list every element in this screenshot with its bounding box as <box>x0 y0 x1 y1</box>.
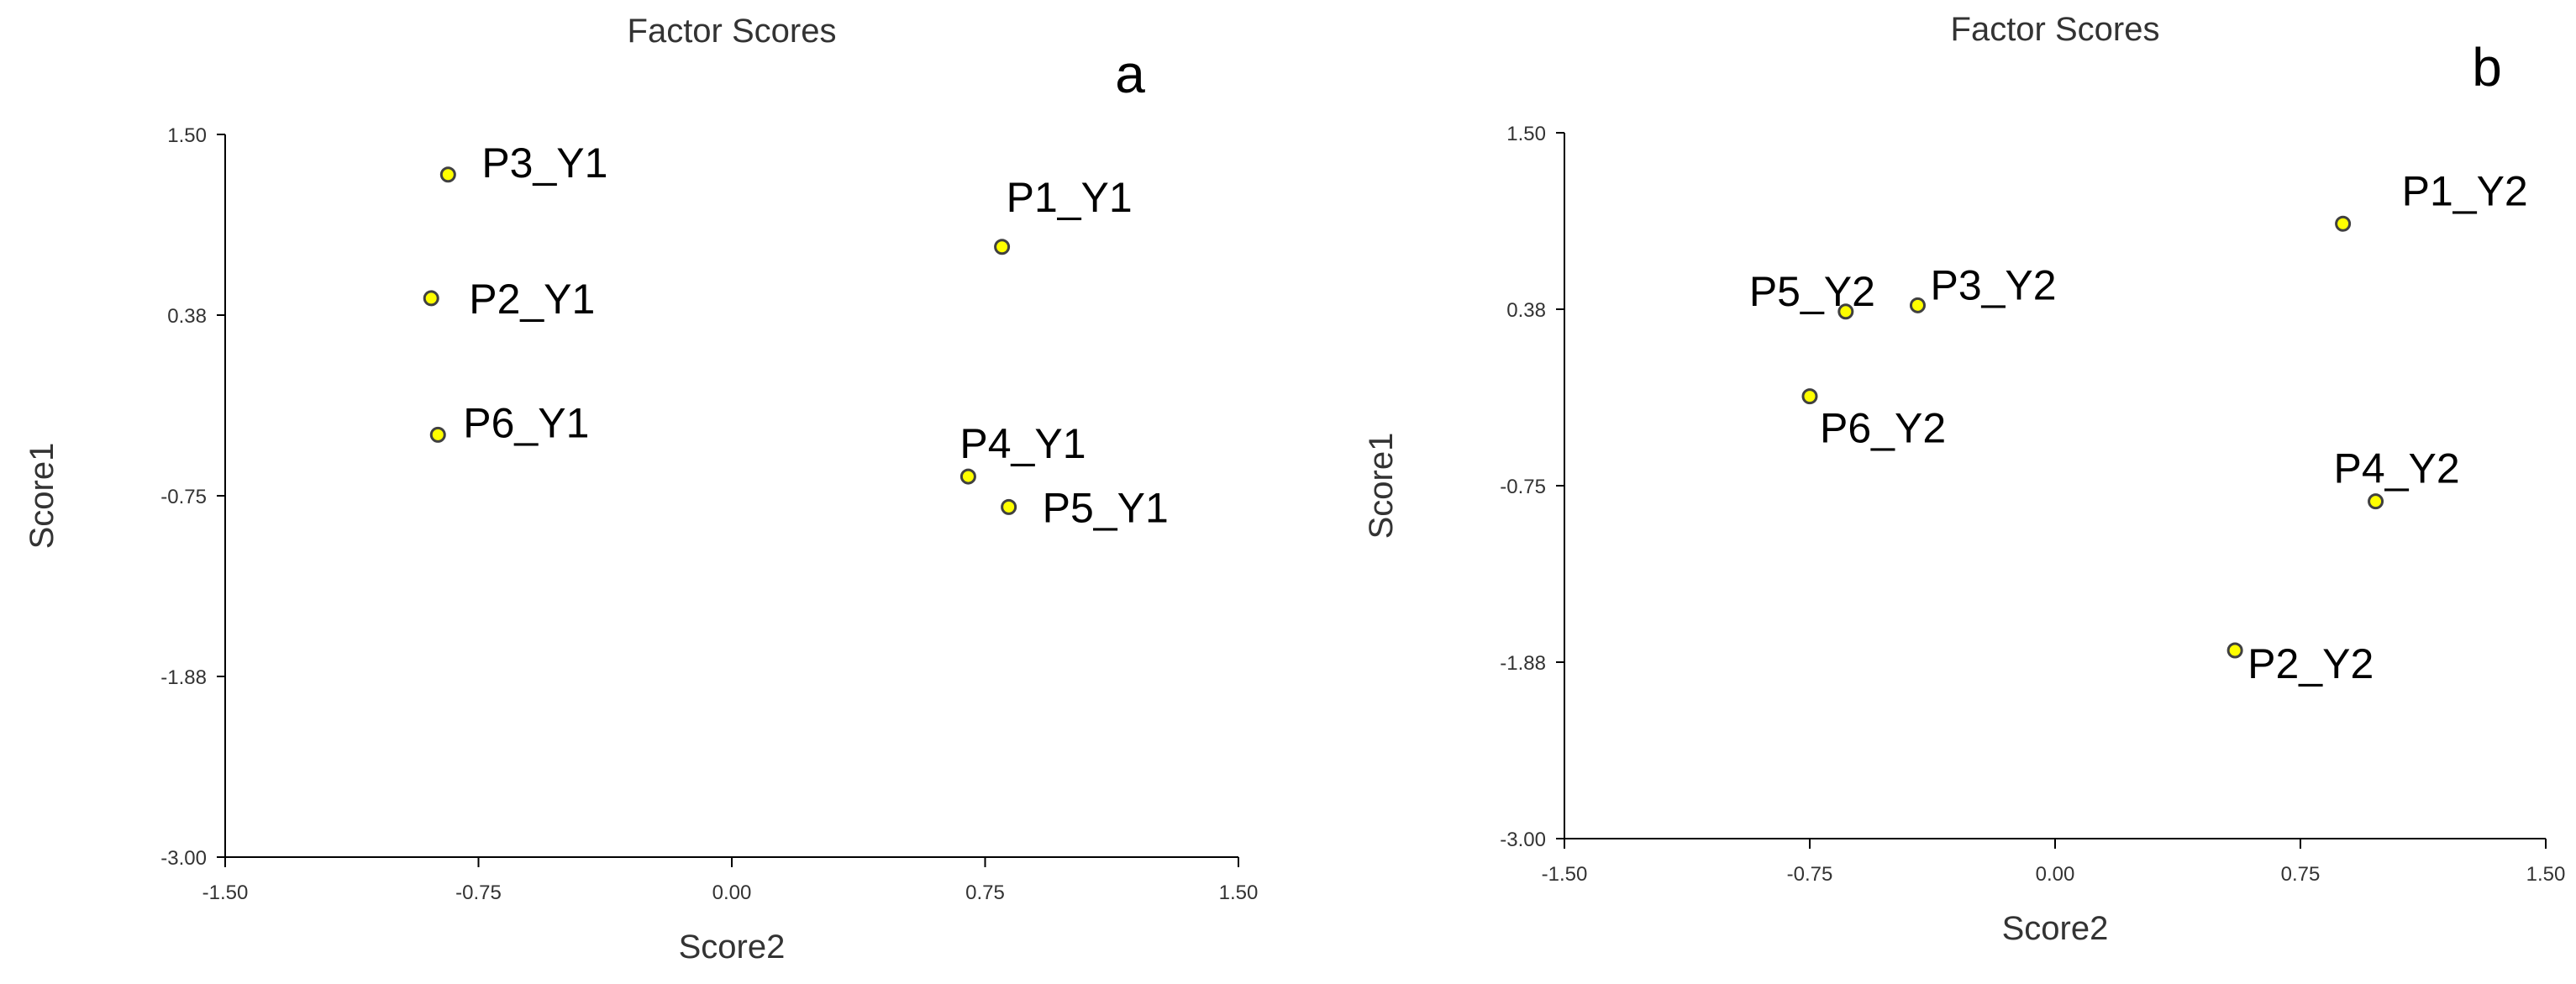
data-point <box>994 239 1011 255</box>
x-tick-label: 0.75 <box>965 881 1005 904</box>
chart-panel-b: Factor Scores b -1.50 -0.75 0.00 0.75 1.50 1.50… <box>1363 11 2565 947</box>
point-label: P6_Y2 <box>1820 405 1946 452</box>
x-tick-label: 0.00 <box>2036 863 2075 886</box>
x-axis-label: Score2 <box>2002 910 2109 947</box>
chart-title: Factor Scores <box>1951 11 2160 48</box>
y-tick-label: 0.38 <box>1506 299 1546 322</box>
y-axis-label: Score1 <box>1363 433 1400 539</box>
point-label: P5_Y1 <box>1043 484 1169 531</box>
x-axis-label: Score2 <box>679 929 786 966</box>
y-tick-label: -0.75 <box>1500 476 1546 498</box>
point-label: P4_Y2 <box>2334 445 2460 492</box>
x-tick-label: 0.75 <box>2281 863 2321 886</box>
data-point <box>2226 642 2243 659</box>
y-axis-label: Score1 <box>24 443 60 550</box>
x-tick-label: 0.00 <box>712 881 752 904</box>
data-point <box>1801 388 1818 405</box>
point-label: P1_Y2 <box>2402 167 2528 214</box>
point-label: P3_Y2 <box>1930 261 2056 308</box>
y-tick-label: -1.88 <box>1500 652 1546 675</box>
point-label: P2_Y1 <box>469 276 595 323</box>
data-point <box>439 166 456 183</box>
x-tick-label: -0.75 <box>1787 863 1833 886</box>
y-tick-label: -1.88 <box>160 666 207 689</box>
chart-title: Factor Scores <box>628 13 837 50</box>
point-label: P5_Y2 <box>1749 268 1875 315</box>
y-tick-label: -0.75 <box>160 486 207 508</box>
data-point <box>429 426 446 443</box>
data-point <box>1001 498 1017 515</box>
point-label: P1_Y1 <box>1007 174 1133 221</box>
panel-letter: b <box>2472 37 2502 97</box>
data-point <box>959 468 976 485</box>
point-label: P4_Y1 <box>959 420 1086 467</box>
data-point <box>2335 215 2352 232</box>
point-label: P6_Y1 <box>463 399 589 446</box>
y-tick-label: -3.00 <box>1500 829 1546 851</box>
x-tick-label: -1.50 <box>1542 863 1588 886</box>
x-tick-label: -0.75 <box>455 881 502 904</box>
x-tick-label: 1.50 <box>2526 863 2566 886</box>
panel-letter: a <box>1115 44 1145 104</box>
x-tick-label: 1.50 <box>1219 881 1259 904</box>
point-label: P3_Y1 <box>481 139 607 187</box>
data-point <box>1837 303 1854 320</box>
data-point <box>423 290 439 307</box>
point-label: P2_Y2 <box>2247 640 2374 687</box>
chart-panel-a: Factor Scores a -1.50 -0.75 0.00 0.75 1.50 1.50… <box>24 13 1258 966</box>
x-tick-label: -1.50 <box>202 881 249 904</box>
y-tick-label: -3.00 <box>160 847 207 870</box>
y-tick-label: 0.38 <box>167 305 207 328</box>
data-point <box>2368 493 2384 510</box>
y-tick-label: 1.50 <box>167 124 207 147</box>
data-point <box>1909 297 1926 313</box>
y-tick-label: 1.50 <box>1506 123 1546 145</box>
